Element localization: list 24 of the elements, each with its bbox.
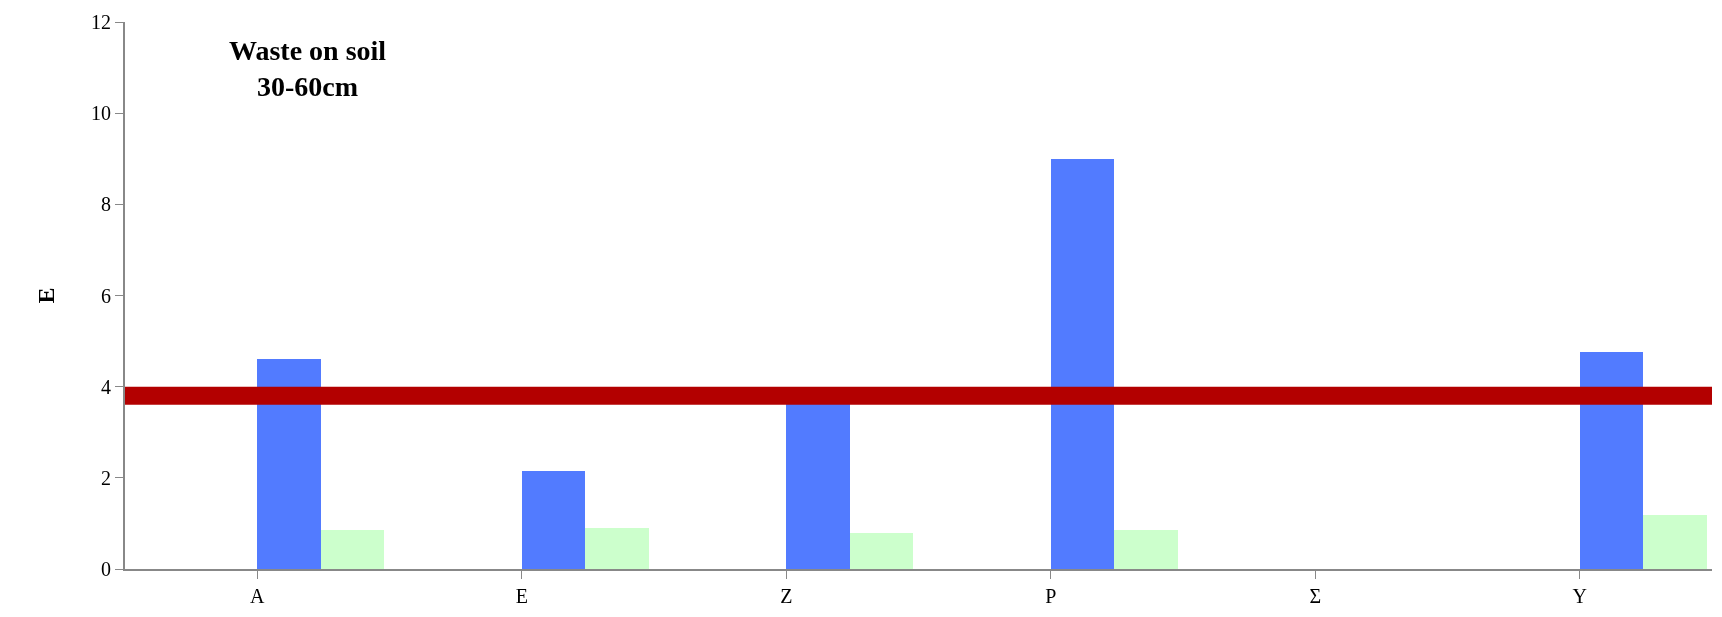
bar	[1051, 159, 1114, 569]
bar	[585, 528, 649, 569]
y-tick-label: 4	[101, 375, 111, 398]
x-tick-label: E	[515, 585, 528, 607]
y-tick-label: 8	[101, 193, 111, 216]
bar	[257, 359, 321, 569]
bar	[1580, 352, 1643, 569]
y-tick-label: 10	[91, 102, 111, 125]
x-tick-label: A	[250, 585, 266, 607]
x-tick-label: Z	[780, 585, 793, 607]
x-tick-label: P	[1045, 585, 1057, 607]
bar	[1114, 530, 1178, 569]
y-tick-label: 0	[101, 558, 111, 580]
bar	[522, 471, 585, 569]
y-tick-label: 12	[91, 11, 111, 33]
bar	[1643, 515, 1707, 569]
y-tick-label: 2	[101, 466, 111, 489]
x-tick-label: Σ	[1309, 585, 1322, 607]
x-tick-label: Y	[1572, 585, 1587, 607]
bar	[321, 530, 384, 569]
y-tick-label: 6	[101, 284, 111, 307]
bar	[850, 533, 913, 569]
text: Waste on soil 30-60cm	[229, 35, 387, 103]
y-axis-title: E	[32, 287, 59, 304]
